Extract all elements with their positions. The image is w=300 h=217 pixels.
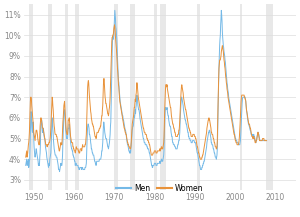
Women <box>77 152 81 154</box>
Men <box>28 143 32 146</box>
Women <box>265 139 268 142</box>
Men <box>183 117 187 119</box>
Bar <box>266 4 273 190</box>
Bar <box>29 4 33 190</box>
Bar <box>75 4 79 190</box>
Women <box>113 23 116 26</box>
Men <box>91 152 94 154</box>
Women <box>183 102 186 105</box>
Women <box>198 158 202 161</box>
Men <box>265 139 268 142</box>
Men <box>113 9 117 12</box>
Women <box>24 156 28 158</box>
Bar <box>65 4 68 190</box>
Legend: Men, Women: Men, Women <box>113 181 206 196</box>
Women <box>90 121 94 123</box>
Bar <box>114 4 118 190</box>
Line: Men: Men <box>26 10 266 172</box>
Women <box>53 131 57 134</box>
Women <box>176 135 179 138</box>
Men <box>53 152 57 154</box>
Men <box>58 170 61 173</box>
Bar <box>130 4 135 190</box>
Bar <box>154 4 157 190</box>
Bar <box>48 4 52 190</box>
Women <box>28 108 32 111</box>
Line: Women: Women <box>26 25 266 159</box>
Men <box>176 143 180 146</box>
Bar <box>197 4 200 190</box>
Bar <box>240 4 242 190</box>
Men <box>24 164 28 167</box>
Bar <box>160 4 166 190</box>
Men <box>78 168 81 171</box>
